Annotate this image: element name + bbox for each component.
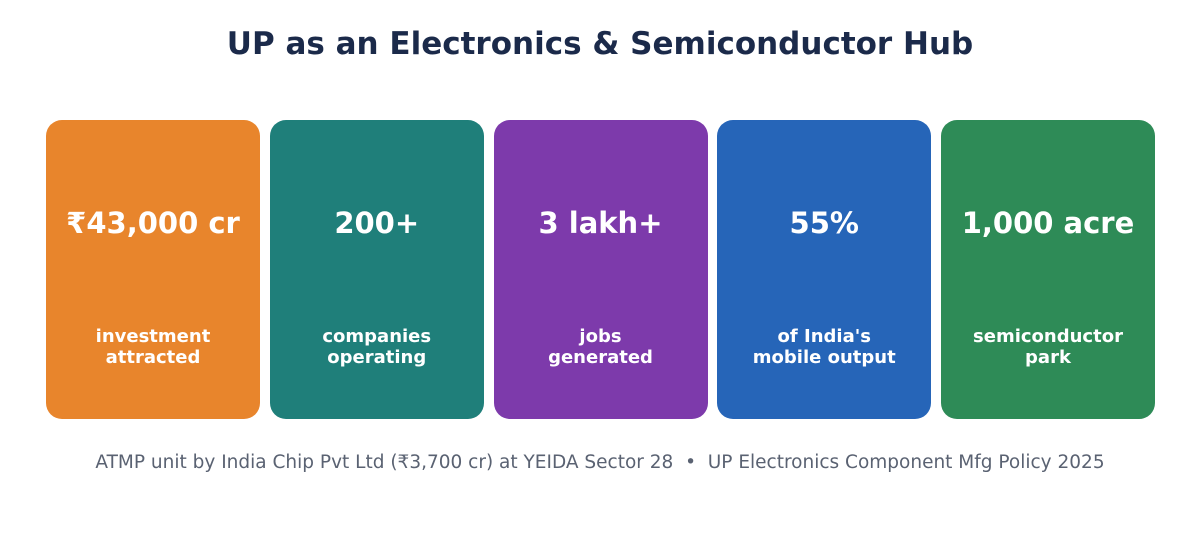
stat-label-line: operating (327, 347, 427, 368)
stat-card: 55% of India's mobile output (717, 120, 932, 419)
stat-label-line: attracted (105, 347, 201, 368)
stat-label-line: semiconductor (973, 326, 1123, 347)
stat-card: ₹43,000 cr investment attracted (46, 120, 260, 419)
stat-label-line: of India's (777, 326, 871, 347)
card-row: ₹43,000 cr investment attracted 200+ compani… (46, 120, 1155, 419)
stat-label: jobs generated (494, 326, 708, 368)
stat-value: ₹43,000 cr (66, 206, 240, 240)
footnote: ATMP unit by India Chip Pvt Ltd (₹3,700 … (95, 452, 1105, 473)
stat-value: 3 lakh+ (538, 206, 663, 240)
stat-label-line: companies (322, 326, 432, 347)
stat-label: semiconductor park (941, 326, 1155, 368)
stat-label-line: generated (548, 347, 653, 368)
stat-label-line: investment (95, 326, 211, 347)
stat-card: 200+ companies operating (269, 120, 484, 419)
title: UP as an Electronics & Semiconductor Hub (226, 26, 974, 62)
stat-card: 1,000 acre semiconductor park (941, 120, 1155, 419)
stat-value: 200+ (334, 206, 420, 240)
stat-card: 3 lakh+ jobs generated (493, 120, 708, 419)
stat-label-line: jobs (579, 326, 622, 347)
stat-label-line: park (1025, 347, 1071, 368)
stat-label: investment attracted (46, 326, 260, 368)
stat-label: of India's mobile output (717, 326, 931, 368)
stat-label: companies operating (270, 326, 484, 368)
stat-label-line: mobile output (752, 347, 896, 368)
stat-value: 1,000 acre (961, 206, 1135, 240)
stat-value: 55% (789, 206, 859, 240)
